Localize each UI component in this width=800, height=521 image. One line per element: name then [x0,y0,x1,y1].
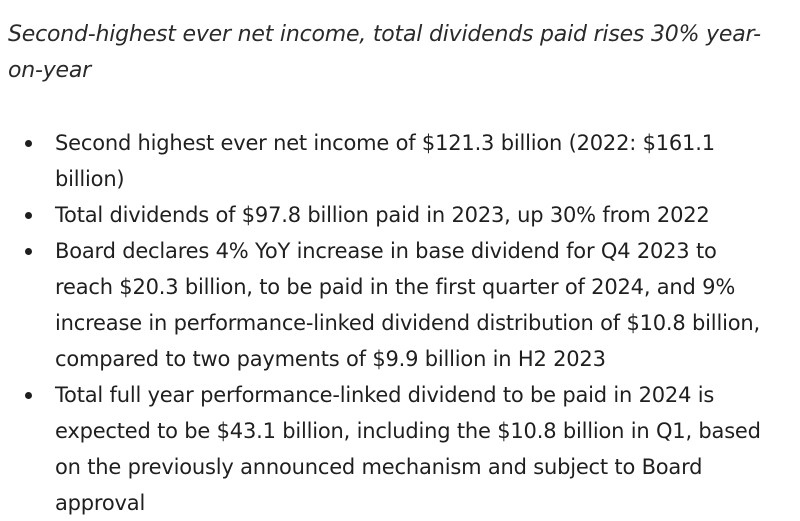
bullet-icon [25,248,32,255]
bullet-icon [25,212,32,219]
list-item-text: Second highest ever net income of $121.3… [55,131,715,191]
list-item-text: Total full year performance-linked divid… [55,383,761,515]
bullet-icon [25,140,32,147]
bullet-icon [25,392,32,399]
list-item: Total full year performance-linked divid… [0,377,800,521]
list-item: Total dividends of $97.8 billion paid in… [0,197,800,233]
list-item: Board declares 4% YoY increase in base d… [0,233,800,377]
subtitle: Second-highest ever net income, total di… [8,22,761,83]
list-item-text: Board declares 4% YoY increase in base d… [55,239,760,371]
list-item-text: Total dividends of $97.8 billion paid in… [55,203,710,227]
highlights-list: Second highest ever net income of $121.3… [0,125,800,521]
list-item: Second highest ever net income of $121.3… [0,125,800,197]
